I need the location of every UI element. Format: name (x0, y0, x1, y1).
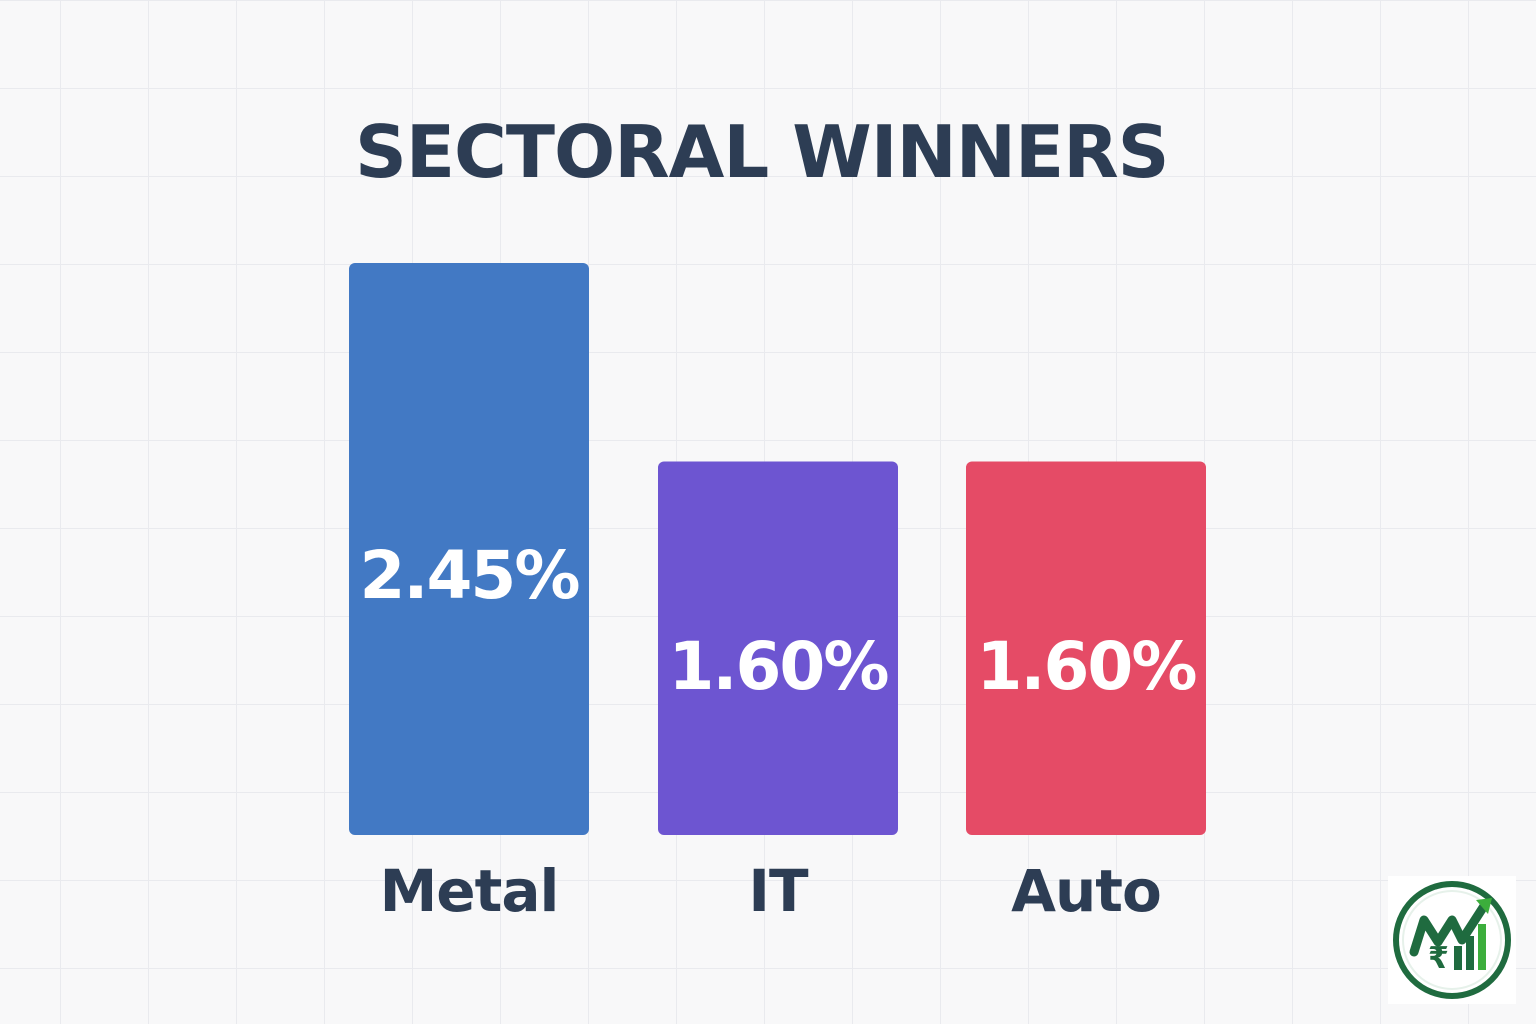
bar-auto (966, 461, 1206, 835)
value-label-it: 1.60% (669, 628, 889, 705)
svg-text:₹: ₹ (1428, 941, 1449, 976)
brand-logo: ₹ (1388, 876, 1516, 1004)
bar-it (658, 461, 898, 835)
category-label-metal: Metal (380, 857, 559, 925)
value-labels-group: 2.45% 1.60% 1.60% (360, 537, 1199, 705)
value-label-auto: 1.60% (977, 628, 1197, 705)
bars-group (349, 263, 1206, 835)
value-label-metal: 2.45% (360, 537, 580, 614)
bar-metal (349, 263, 589, 835)
category-label-it: IT (748, 857, 809, 925)
category-label-auto: Auto (1011, 857, 1161, 925)
rupee-growth-chart-logo-icon: ₹ (1393, 881, 1511, 999)
chart-title: SECTORAL WINNERS (355, 110, 1170, 194)
category-labels-group: Metal IT Auto (380, 857, 1162, 925)
